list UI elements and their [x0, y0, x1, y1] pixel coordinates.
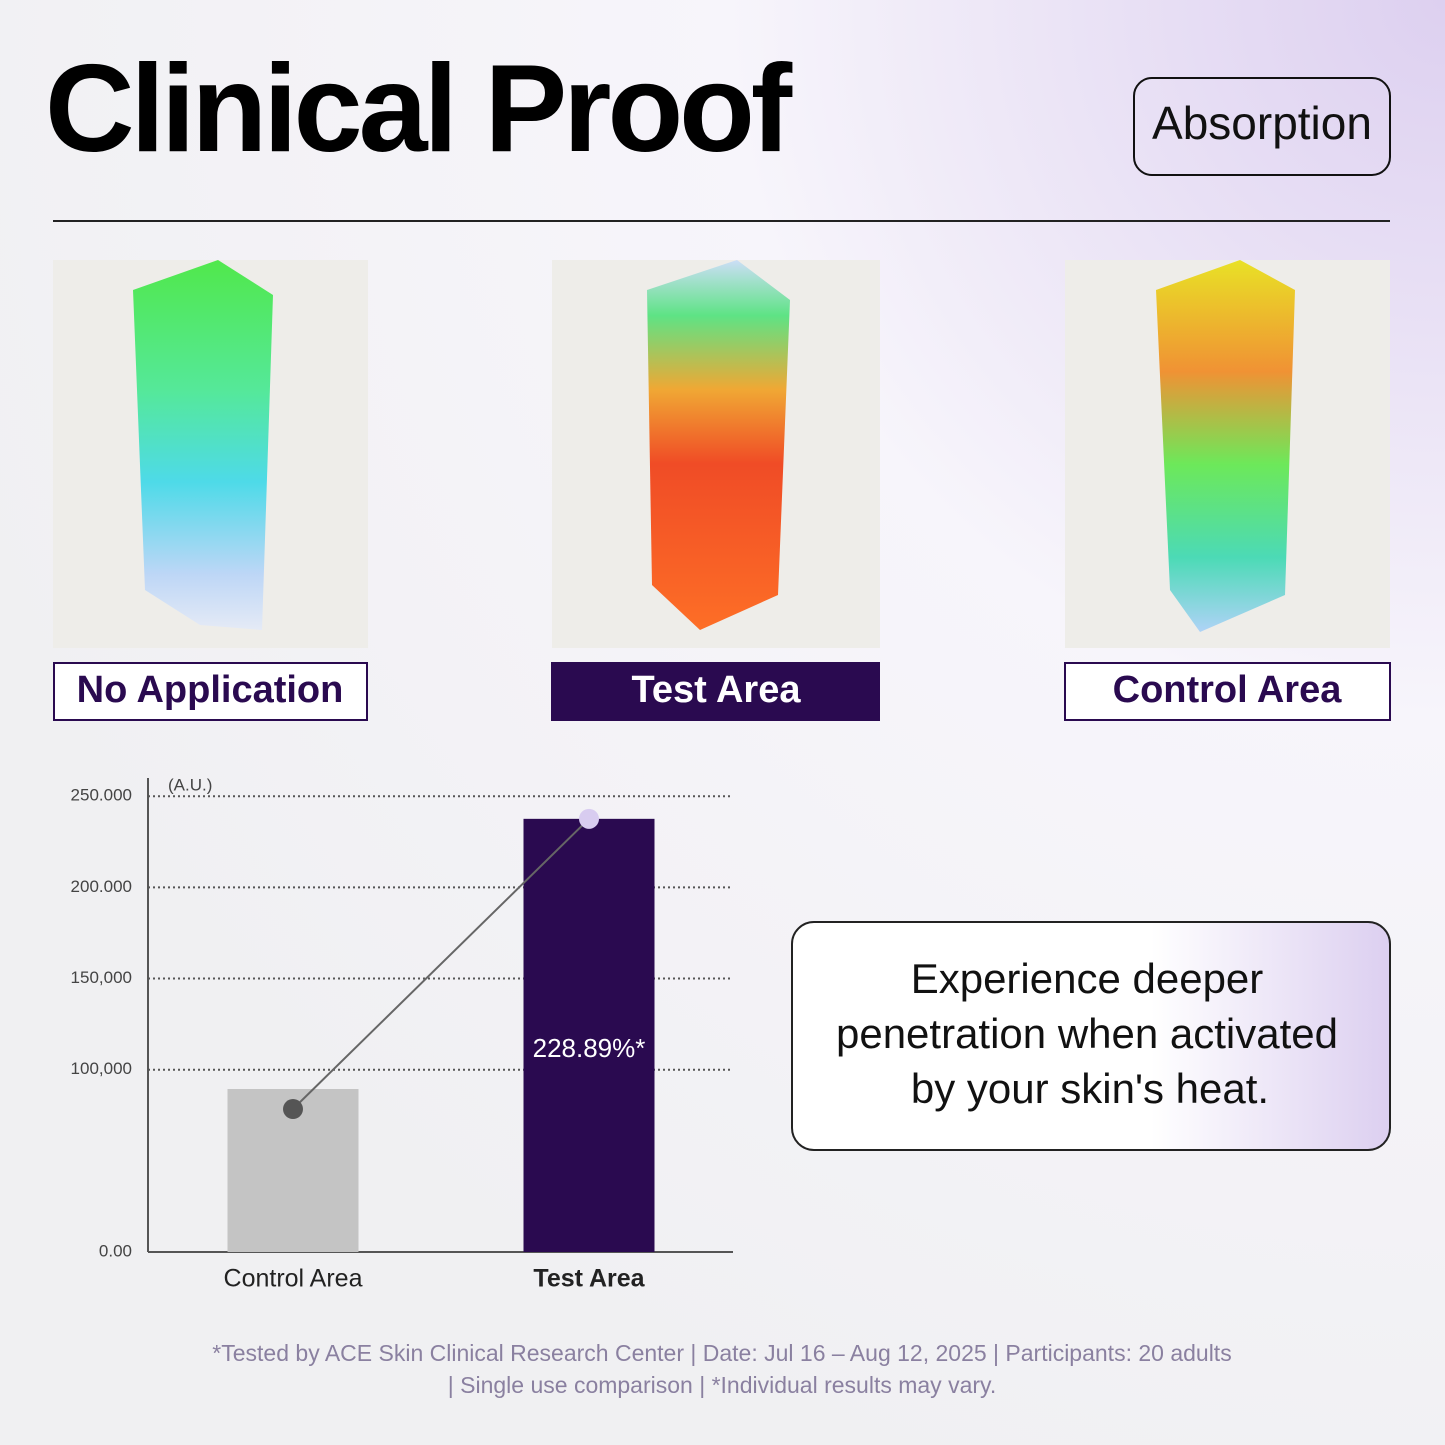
y-tick-label: 100,000	[71, 1059, 132, 1078]
annotation: 228.89%*	[533, 1033, 646, 1063]
panel-label: Test Area	[632, 669, 802, 711]
heatmap	[133, 260, 273, 630]
panel-label-box	[1064, 662, 1391, 721]
y-tick-label: 200.000	[71, 877, 132, 896]
trend-line	[292, 818, 590, 1110]
footnote: *Tested by ACE Skin Clinical Research Ce…	[212, 1340, 1231, 1366]
callout-line: by your skin's heat.	[911, 1065, 1269, 1112]
panel-label-box	[53, 662, 368, 721]
title: Clinical Proof	[45, 40, 793, 178]
badge: Absorption	[1152, 97, 1372, 149]
heatmap	[1156, 260, 1295, 632]
badge-box	[1133, 77, 1391, 176]
y-tick-label: 250.000	[71, 786, 132, 805]
trend-dot	[283, 1099, 303, 1120]
y-axis-label: (A.U.)	[168, 775, 212, 794]
heatmap	[647, 260, 790, 630]
panel-label-box	[551, 662, 880, 721]
x-tick-label: Control Area	[224, 1265, 363, 1293]
panel-label: No Application	[77, 669, 344, 711]
x-tick-label: Test Area	[533, 1265, 645, 1293]
panel-label: Control Area	[1113, 669, 1343, 711]
callout-box	[791, 921, 1391, 1151]
trend-dot	[579, 808, 599, 829]
footnote: | Single use comparison | *Individual re…	[448, 1372, 996, 1398]
y-tick-label: 0.00	[99, 1241, 132, 1260]
y-tick-label: 150,000	[71, 968, 132, 987]
callout-line: penetration when activated	[836, 1010, 1338, 1057]
bar	[523, 818, 655, 1252]
callout-line: Experience deeper	[911, 955, 1264, 1002]
